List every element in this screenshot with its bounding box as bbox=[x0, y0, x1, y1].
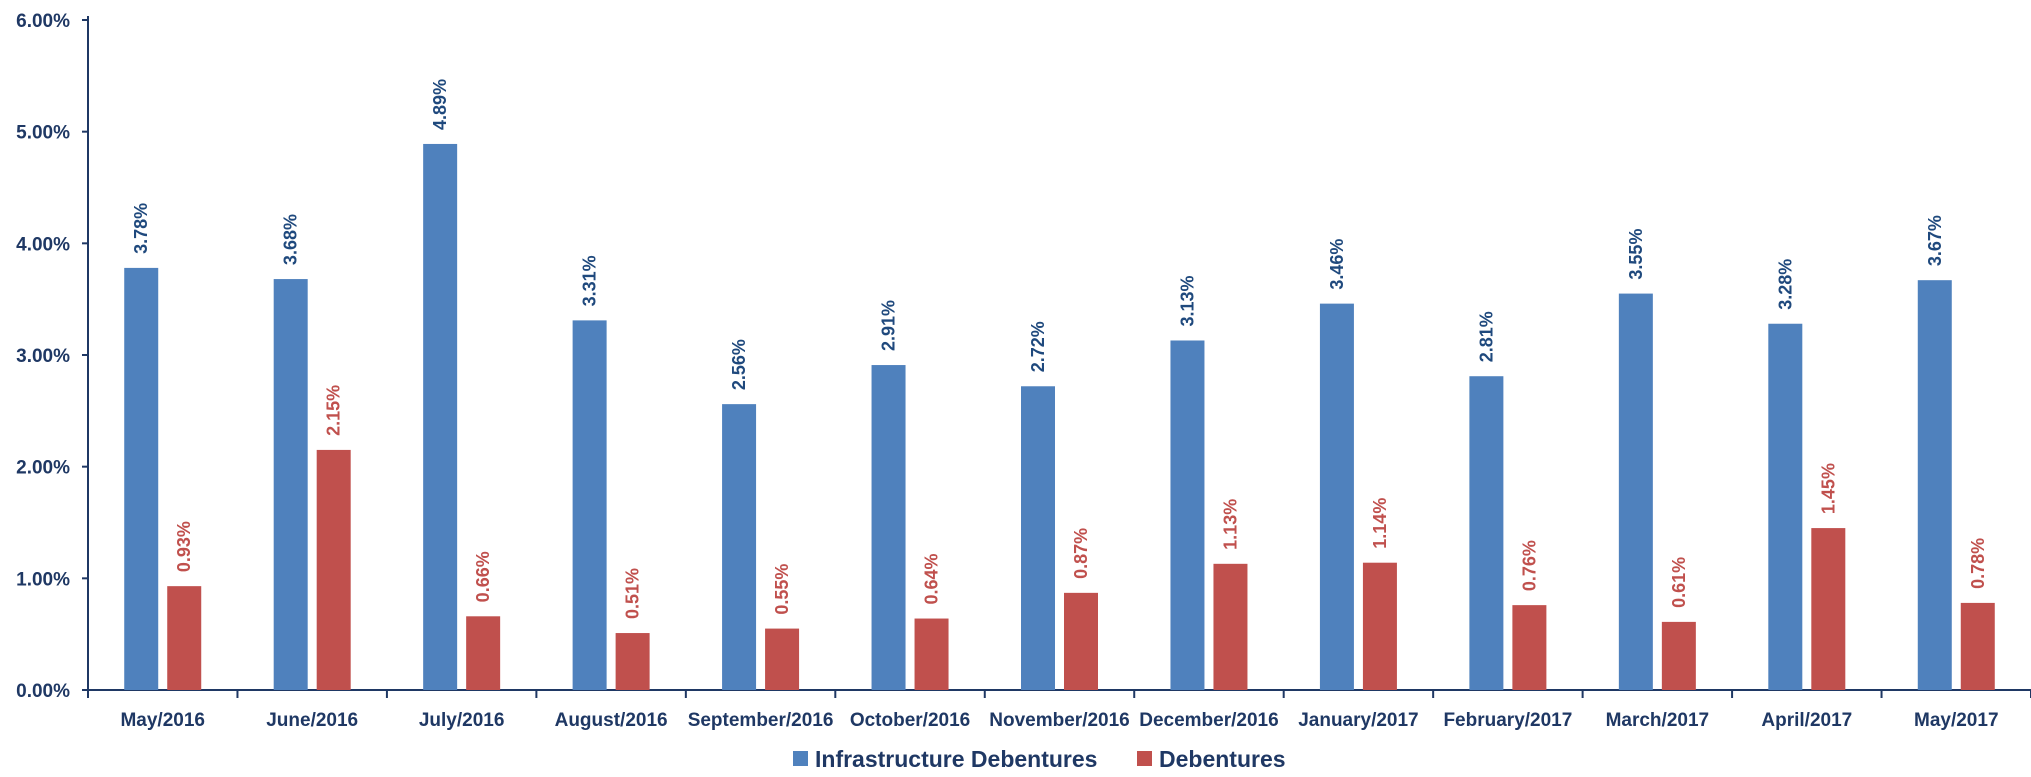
data-label: 2.56% bbox=[729, 339, 749, 390]
bar-infrastructure-debentures-march-2017 bbox=[1618, 293, 1653, 690]
legend-swatch-debentures bbox=[1137, 751, 1152, 766]
data-label: 0.87% bbox=[1071, 528, 1091, 579]
x-tick-label: January/2017 bbox=[1298, 710, 1418, 731]
bar-infrastructure-debentures-february-2017 bbox=[1469, 376, 1504, 690]
legend: Infrastructure Debentures Debentures bbox=[793, 746, 1286, 772]
bar-debentures-october-2016 bbox=[914, 618, 949, 690]
data-label: 0.78% bbox=[1968, 538, 1988, 589]
x-tick-label: July/2016 bbox=[419, 710, 505, 731]
bar-debentures-may-2016 bbox=[167, 586, 202, 690]
data-label: 0.61% bbox=[1669, 557, 1689, 608]
bar-debentures-december-2016 bbox=[1213, 563, 1248, 690]
x-axis: May/2016 June/2016 July/2016 August/2016 Sep… bbox=[87, 689, 2031, 731]
data-label: 3.55% bbox=[1626, 229, 1646, 280]
legend-label-infrastructure-debentures: Infrastructure Debentures bbox=[815, 746, 1097, 772]
bar-infrastructure-debentures-may-2016 bbox=[124, 267, 159, 690]
bar-infrastructure-debentures-june-2016 bbox=[273, 279, 308, 690]
x-tick-label: November/2016 bbox=[989, 710, 1129, 731]
y-tick-label: 2.00% bbox=[16, 458, 70, 479]
data-label: 0.51% bbox=[623, 568, 643, 619]
data-label: 4.89% bbox=[430, 79, 450, 130]
data-label: 0.55% bbox=[772, 564, 792, 615]
data-label: 1.45% bbox=[1818, 463, 1838, 514]
x-tick-label: June/2016 bbox=[266, 710, 358, 731]
y-tick-label: 1.00% bbox=[16, 569, 70, 590]
x-tick-label: August/2016 bbox=[555, 710, 668, 731]
bar-debentures-june-2016 bbox=[316, 449, 351, 690]
data-label: 1.13% bbox=[1220, 499, 1240, 550]
x-tick-label: February/2017 bbox=[1443, 710, 1572, 731]
data-label: 0.66% bbox=[473, 551, 493, 602]
x-tick-label: May/2016 bbox=[120, 710, 205, 731]
data-label: 0.76% bbox=[1519, 540, 1539, 591]
bar-infrastructure-debentures-july-2016 bbox=[423, 143, 458, 690]
bar-infrastructure-debentures-december-2016 bbox=[1170, 340, 1205, 690]
x-tick-label: October/2016 bbox=[850, 710, 970, 731]
bar-debentures-august-2016 bbox=[615, 633, 650, 690]
data-label: 2.15% bbox=[324, 385, 344, 436]
x-tick-label: December/2016 bbox=[1139, 710, 1278, 731]
bar-infrastructure-debentures-january-2017 bbox=[1319, 303, 1354, 690]
data-label: 3.28% bbox=[1775, 259, 1795, 310]
bar-debentures-september-2016 bbox=[765, 628, 800, 690]
data-label: 2.91% bbox=[879, 300, 899, 351]
bar-infrastructure-debentures-september-2016 bbox=[722, 404, 757, 690]
legend-swatch-infrastructure-debentures bbox=[793, 751, 808, 766]
x-tick-label: May/2017 bbox=[1914, 710, 1999, 731]
data-label: 2.81% bbox=[1476, 311, 1496, 362]
bar-infrastructure-debentures-november-2016 bbox=[1021, 386, 1055, 690]
x-tick-label: April/2017 bbox=[1761, 710, 1852, 731]
y-tick-label: 0.00% bbox=[16, 681, 70, 702]
bar-infrastructure-debentures-april-2017 bbox=[1768, 323, 1803, 690]
data-label: 3.46% bbox=[1327, 239, 1347, 290]
bars bbox=[124, 143, 1995, 690]
y-tick-label: 6.00% bbox=[16, 11, 70, 32]
data-label: 0.93% bbox=[174, 521, 194, 572]
x-tick-label: March/2017 bbox=[1606, 710, 1710, 731]
data-label: 3.78% bbox=[131, 203, 151, 254]
bar-debentures-february-2017 bbox=[1512, 605, 1547, 690]
data-label: 0.64% bbox=[922, 553, 942, 604]
y-tick-label: 5.00% bbox=[16, 123, 70, 144]
bar-debentures-april-2017 bbox=[1811, 528, 1846, 690]
data-label: 3.68% bbox=[281, 214, 301, 265]
bar-debentures-november-2016 bbox=[1064, 592, 1098, 690]
bar-infrastructure-debentures-october-2016 bbox=[871, 365, 906, 690]
bar-infrastructure-debentures-august-2016 bbox=[572, 320, 607, 690]
data-label: 2.72% bbox=[1028, 321, 1048, 372]
x-tick-label: September/2016 bbox=[688, 710, 834, 731]
bar-debentures-july-2016 bbox=[466, 616, 501, 690]
data-label: 3.13% bbox=[1177, 275, 1197, 326]
data-label: 3.67% bbox=[1925, 215, 1945, 266]
bar-debentures-march-2017 bbox=[1661, 621, 1696, 690]
bar-debentures-may-2017 bbox=[1960, 602, 1995, 690]
y-axis: 0.00% 1.00% 2.00% 3.00% 4.00% 5.00% 6.00% bbox=[16, 11, 89, 702]
data-labels: 3.78% 3.68% 4.89% 3.31% 2.56% 2.91% 2.72% 3.13%… bbox=[131, 79, 1988, 619]
y-tick-label: 4.00% bbox=[16, 234, 70, 255]
y-tick-label: 3.00% bbox=[16, 346, 70, 367]
bar-infrastructure-debentures-may-2017 bbox=[1917, 280, 1952, 690]
data-label: 1.14% bbox=[1370, 498, 1390, 549]
bar-debentures-january-2017 bbox=[1362, 562, 1397, 690]
data-label: 3.31% bbox=[580, 255, 600, 306]
legend-label-debentures: Debentures bbox=[1159, 746, 1286, 772]
